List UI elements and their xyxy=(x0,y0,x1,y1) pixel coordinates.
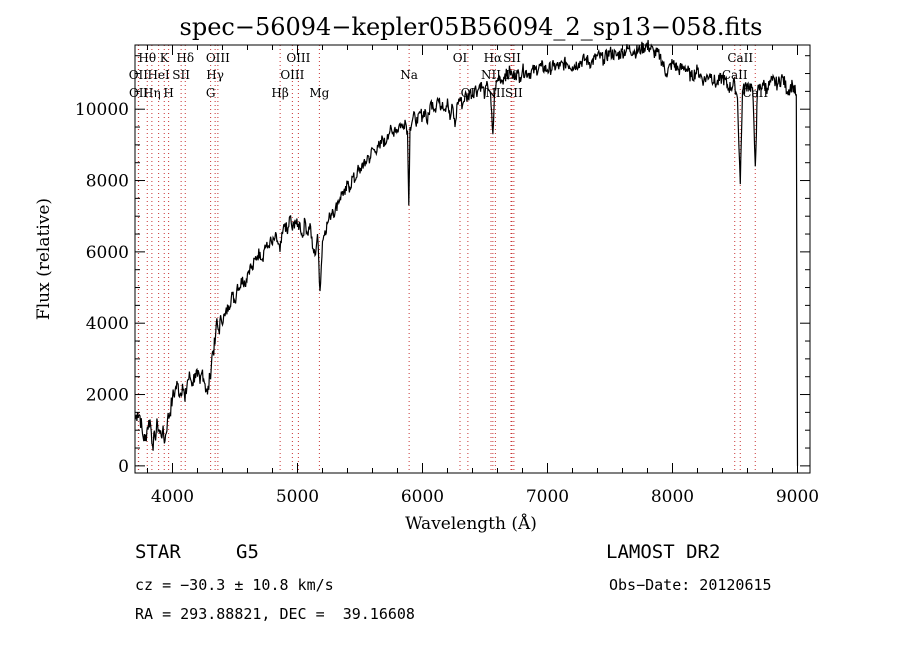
y-tick-label: 0 xyxy=(118,457,129,477)
x-tick-label: 8000 xyxy=(651,487,694,507)
spectral-line-label: K xyxy=(160,51,170,65)
y-tick-label: 4000 xyxy=(86,314,129,334)
spectral-line-label: SII xyxy=(505,86,523,100)
x-tick-label: 6000 xyxy=(401,487,444,507)
redshift-cz: cz = −30.3 ± 10.8 km/s xyxy=(135,576,334,594)
spectral-line-label: OII xyxy=(129,86,149,100)
spectral-line-label: OI xyxy=(453,51,468,65)
spectral-line-label: Hη xyxy=(143,86,161,100)
spectral-line-label: NII xyxy=(481,68,501,82)
chart-title: spec−56094−kepler05B56094_2_sp13−058.fit… xyxy=(180,13,763,41)
y-tick-label: 8000 xyxy=(86,172,129,192)
spectral-line-label: Hβ xyxy=(271,86,288,100)
x-tick-label: 7000 xyxy=(526,487,569,507)
spectral-line-label: OIII xyxy=(280,68,304,82)
spectral-line-label: HeI xyxy=(147,68,170,82)
x-tick-label: 4000 xyxy=(151,487,194,507)
spectral-line-label: CaII xyxy=(727,51,753,65)
spectral-line-label: SII xyxy=(503,51,521,65)
ra-dec-coordinates: RA = 293.88821, DEC = 39.16608 xyxy=(135,605,415,623)
y-axis-ticks: 0 2000 4000 6000 8000 10000 xyxy=(75,55,810,477)
spectral-line-label: G xyxy=(206,86,216,100)
survey-name: LAMOST DR2 xyxy=(606,541,721,563)
spectral-line-label: OIII xyxy=(206,51,230,65)
x-axis-label: Wavelength (Å) xyxy=(405,513,537,534)
y-axis-label: Flux (relative) xyxy=(34,198,54,320)
spectral-line-label: OIII xyxy=(286,51,310,65)
object-class: STAR xyxy=(135,541,181,563)
spectral-line-label: Mg xyxy=(309,86,329,100)
x-axis-ticks: 4000 5000 6000 7000 8000 9000 xyxy=(147,45,819,507)
spectral-line-label: Hθ xyxy=(138,51,156,65)
y-tick-label: 10000 xyxy=(75,100,129,120)
spectral-line-labels: HθOIIOIIHηHeIKHSIIHδGHγOIIIHβOIIIOIIIMgN… xyxy=(129,51,769,100)
y-tick-label: 2000 xyxy=(86,386,129,406)
spectral-line-label: OII xyxy=(129,68,149,82)
x-tick-label: 9000 xyxy=(776,487,819,507)
spectral-line-label: H xyxy=(163,86,173,100)
spectral-line-label: CaII xyxy=(722,68,748,82)
spectral-line-label: SII xyxy=(172,68,190,82)
spectral-line-label: Hδ xyxy=(176,51,194,65)
spectral-line-label: Na xyxy=(400,68,418,82)
spectral-line-markers xyxy=(137,45,756,473)
plot-frame xyxy=(134,44,811,474)
spectrum-line xyxy=(134,39,799,466)
y-tick-label: 6000 xyxy=(86,243,129,263)
observation-date: Obs−Date: 20120615 xyxy=(609,576,772,594)
object-subclass: G5 xyxy=(236,541,259,563)
x-tick-label: 5000 xyxy=(276,487,319,507)
spectral-line-label: Hα xyxy=(484,51,503,65)
spectral-line-label: Hγ xyxy=(206,68,224,82)
